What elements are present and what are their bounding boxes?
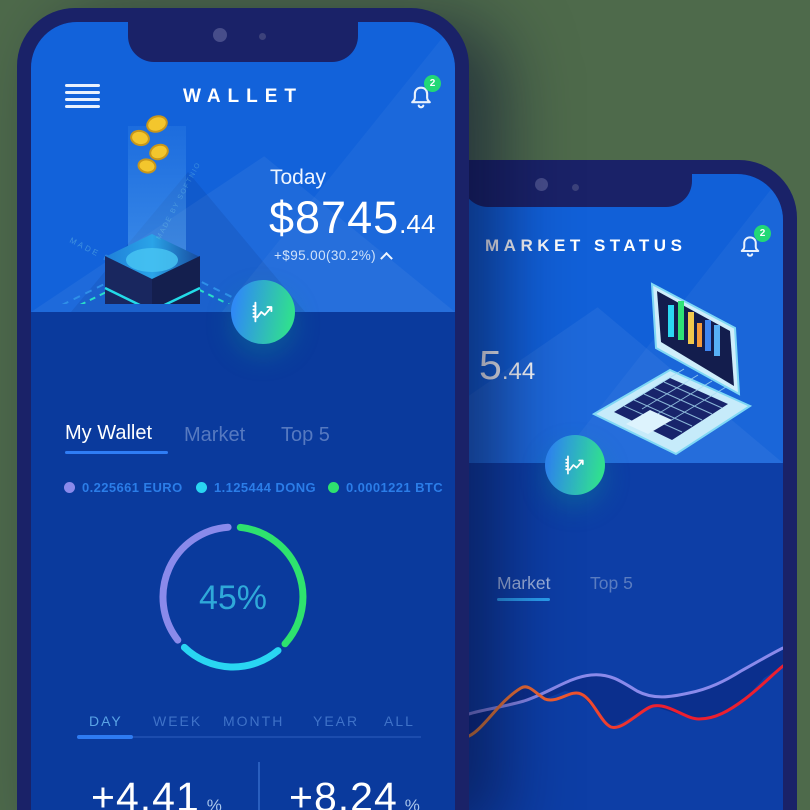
active-tab-underline [65, 451, 168, 454]
amount-integer: 5 [479, 342, 502, 388]
wallet-screen: MADE BY SOFTNIO MADE BY SOFTNIO [31, 22, 455, 810]
chart-icon [565, 455, 584, 475]
camera-icon [259, 33, 266, 40]
notification-badge: 2 [754, 225, 771, 242]
camera-icon [535, 178, 548, 191]
stat-value: +8.24 [289, 774, 398, 810]
camera-icon [213, 28, 227, 42]
legend-item-dong: 1.125444 DONG [196, 480, 316, 495]
stat-unit: % [206, 796, 222, 810]
range-month[interactable]: MONTH [223, 713, 285, 729]
tab-my-wallet[interactable]: My Wallet [65, 422, 153, 444]
amount-integer: $8745 [269, 192, 400, 243]
phone-left-frame: MADE BY SOFTNIO MADE BY SOFTNIO [17, 8, 469, 810]
legend-item-btc: 0.0001221 BTC [328, 480, 443, 495]
euro-dot-icon [64, 482, 75, 493]
legend-label: 0.225661 EURO [82, 480, 183, 495]
amount-fraction: .44 [399, 209, 436, 239]
change-text: +$95.00(30.2%) [274, 248, 377, 263]
btc-dot-icon [328, 482, 339, 493]
allocation-donut-chart: 45% [159, 523, 307, 671]
purple-series-line [469, 646, 783, 716]
range-day[interactable]: DAY [89, 713, 123, 729]
amount-fraction: .44 [501, 358, 536, 385]
chart-fill-area [469, 648, 783, 736]
range-all[interactable]: ALL [384, 713, 415, 729]
red-series-line [469, 664, 783, 738]
today-label: Today [270, 166, 327, 189]
range-week[interactable]: WEEK [153, 713, 203, 729]
donut-percent-label: 45% [199, 579, 267, 617]
phone-notch [128, 22, 358, 62]
legend-label: 0.0001221 BTC [346, 480, 443, 495]
market-amount: 5.44 [479, 342, 535, 389]
chart-button[interactable] [231, 280, 295, 344]
menu-icon[interactable] [65, 84, 100, 112]
stat-divider [258, 762, 260, 810]
dong-dot-icon [196, 482, 207, 493]
tab-market[interactable]: Market [497, 573, 551, 593]
coins-icon [130, 115, 169, 174]
legend-item-euro: 0.225661 EURO [64, 480, 183, 495]
vault-illustration: MADE BY SOFTNIO MADE BY SOFTNIO [61, 115, 249, 304]
range-track-line [77, 736, 421, 738]
page-title: MARKET STATUS [485, 236, 687, 255]
stat-unit: % [404, 796, 420, 810]
stat-change-1: +4.41% [91, 774, 222, 810]
page-title: WALLET [182, 86, 304, 107]
chart-icon [252, 301, 273, 323]
balance-amount: $8745.44 [269, 192, 435, 244]
range-active-indicator [77, 735, 133, 739]
tab-top-5[interactable]: Top 5 [590, 573, 633, 593]
stat-value: +4.41 [91, 774, 200, 810]
chart-button[interactable] [545, 435, 605, 495]
bell-icon[interactable]: 2 [405, 75, 441, 114]
balance-change: +$95.00(30.2%) [274, 248, 393, 265]
tab-market[interactable]: Market [184, 424, 246, 446]
stat-change-2: +8.24% [289, 774, 420, 810]
camera-icon [572, 184, 579, 191]
phone-notch [462, 174, 692, 207]
legend-label: 1.125444 DONG [214, 480, 317, 495]
market-line-chart [469, 646, 783, 738]
laptop-illustration [591, 282, 753, 456]
notification-badge: 2 [424, 75, 441, 92]
range-year[interactable]: YEAR [313, 713, 360, 729]
tab-top-5[interactable]: Top 5 [281, 424, 330, 446]
chevron-up-icon [380, 251, 393, 265]
bell-icon[interactable]: 2 [735, 225, 771, 264]
active-tab-underline [497, 598, 550, 601]
laptop-touchpad [626, 410, 672, 434]
